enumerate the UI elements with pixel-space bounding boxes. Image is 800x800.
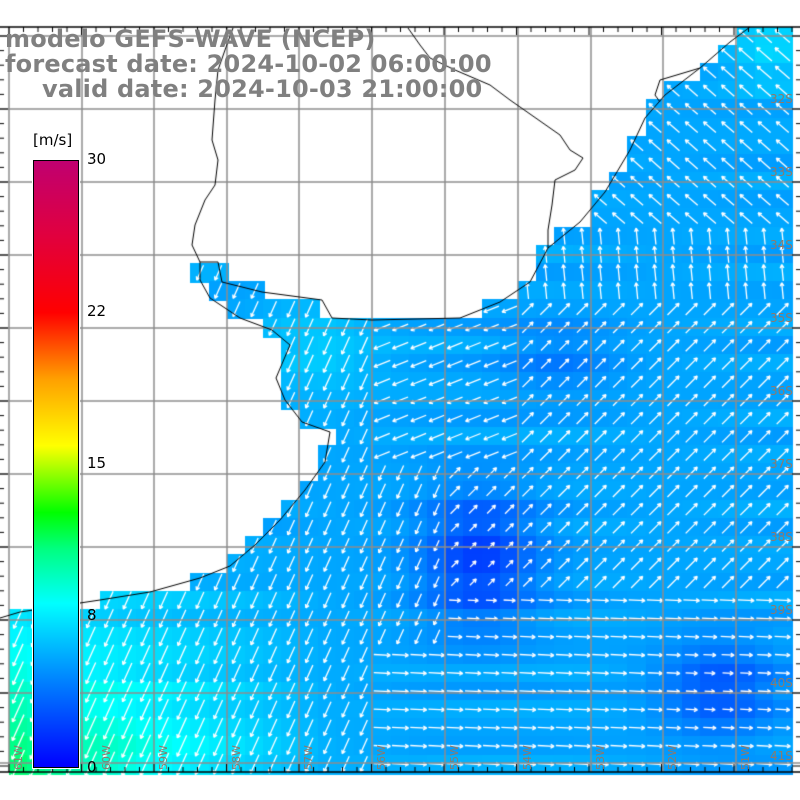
lon-label: 52W [666, 745, 679, 770]
lon-label: 58W [230, 745, 243, 770]
colorbar [32, 159, 80, 769]
lon-label: 51W [739, 745, 752, 770]
lon-label: 57W [302, 745, 315, 770]
colorbar-unit: [m/s] [33, 131, 73, 149]
colorbar-tick: 0 [87, 758, 97, 776]
lat-label: 40S [770, 676, 793, 690]
lat-label: 33S [770, 165, 793, 179]
lon-label: 61W [12, 745, 25, 770]
lon-label: 59W [157, 745, 170, 770]
lat-label: 39S [770, 603, 793, 617]
lon-label: 60W [100, 745, 113, 770]
valid-date: valid date: 2024-10-03 21:00:00 [42, 75, 483, 103]
lat-label: 37S [770, 457, 793, 471]
lon-label: 56W [375, 745, 388, 770]
colorbar-tick: 8 [87, 606, 97, 624]
colorbar-tick: 22 [87, 302, 107, 320]
colorbar-tick: 15 [87, 454, 107, 472]
lat-label: 34S [770, 238, 793, 252]
lon-label: 53W [594, 745, 607, 770]
lon-label: 54W [521, 745, 534, 770]
lat-label: 38S [770, 530, 793, 544]
lat-label: 41S [770, 749, 793, 763]
lat-label: 35S [770, 311, 793, 325]
forecast-date: forecast date: 2024-10-02 06:00:00 [5, 50, 492, 78]
lat-label: 36S [770, 384, 793, 398]
colorbar-tick: 30 [87, 150, 107, 168]
lon-label: 55W [448, 745, 461, 770]
lat-label: 32S [770, 92, 793, 106]
model-title: modelo GEFS-WAVE (NCEP) [5, 25, 376, 53]
